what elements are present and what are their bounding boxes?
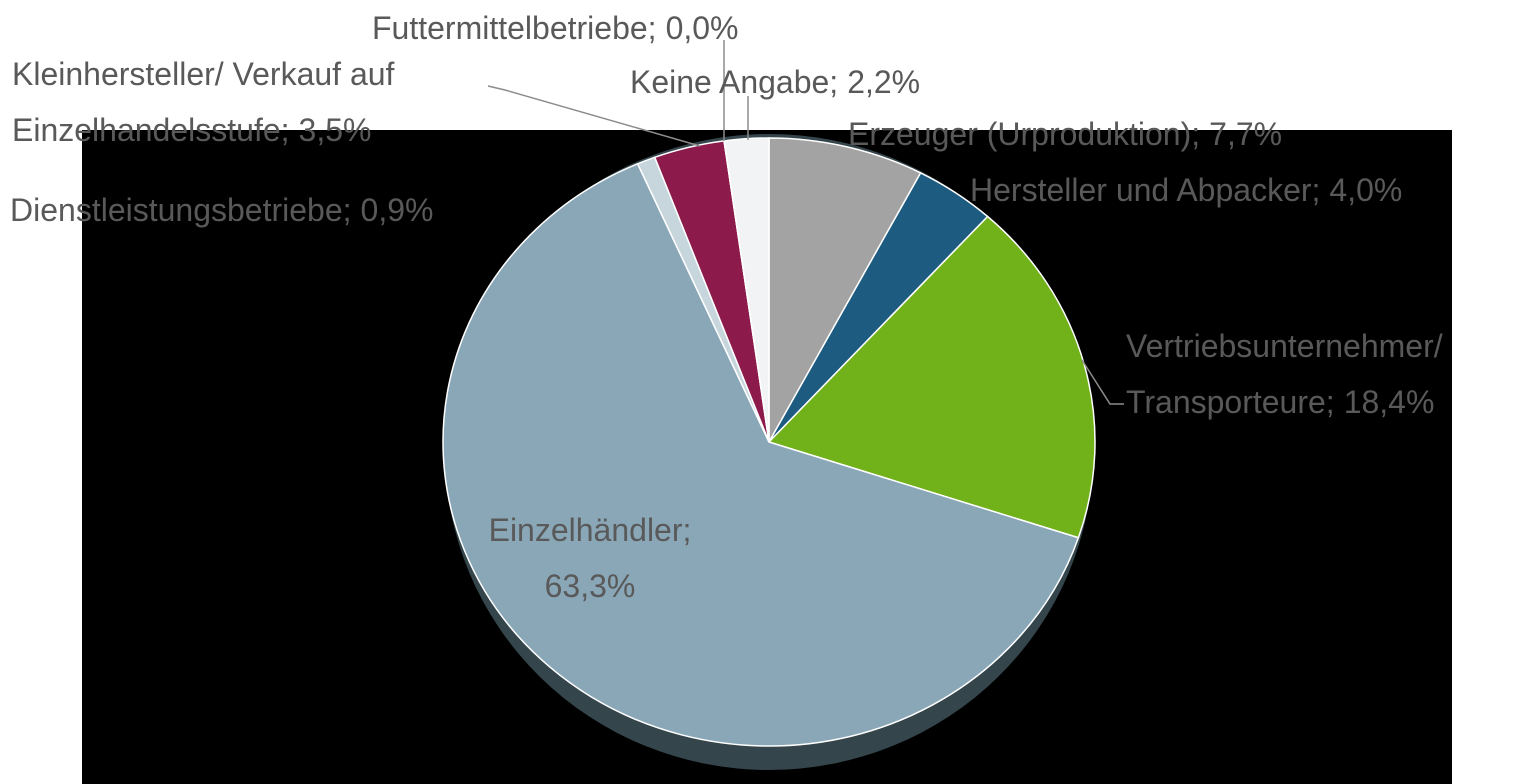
data-label: Keine Angabe; 2,2%: [630, 54, 920, 110]
leader-lines: [487, 40, 1124, 405]
pie-slice: [768, 137, 922, 445]
data-label: Dienstleistungsbetriebe; 0,9%: [10, 182, 433, 238]
category-label: Einzelhändler;: [488, 512, 692, 548]
value-label: 3,5%: [298, 112, 372, 148]
data-label: Hersteller und Abpacker; 4,0%: [970, 162, 1402, 218]
leader-line: [487, 85, 701, 147]
category-label: Dienstleistungsbetriebe;: [10, 192, 352, 228]
category-label: Vertriebsunternehmer/ Transporteure;: [1126, 328, 1443, 420]
value-label: 0,9%: [360, 192, 434, 228]
pie: [442, 137, 1096, 747]
value-label: 4,0%: [1329, 172, 1403, 208]
value-label: 7,7%: [1209, 116, 1283, 152]
value-label: 2,2%: [847, 64, 921, 100]
category-label: Erzeuger (Urproduktion);: [848, 116, 1201, 152]
data-label: Vertriebsunternehmer/ Transporteure; 18,4…: [1126, 318, 1443, 430]
data-label: Futtermittelbetriebe; 0,0%: [372, 0, 739, 56]
data-label: Kleinhersteller/ Verkauf auf Einzelhande…: [12, 46, 394, 158]
pie-slice: [442, 162, 1080, 747]
category-label: Kleinhersteller/ Verkauf auf Einzelhande…: [12, 56, 395, 148]
data-label: Erzeuger (Urproduktion); 7,7%: [848, 106, 1282, 162]
category-label: Hersteller und Abpacker;: [970, 172, 1321, 208]
value-label: 18,4%: [1343, 384, 1435, 420]
value-label: 0,0%: [665, 10, 739, 46]
data-label: Einzelhändler; 63,3%: [470, 502, 710, 614]
category-label: Keine Angabe;: [630, 64, 839, 100]
category-label: Futtermittelbetriebe;: [372, 10, 657, 46]
value-label: 63,3%: [544, 568, 636, 604]
leader-line: [1081, 359, 1124, 405]
